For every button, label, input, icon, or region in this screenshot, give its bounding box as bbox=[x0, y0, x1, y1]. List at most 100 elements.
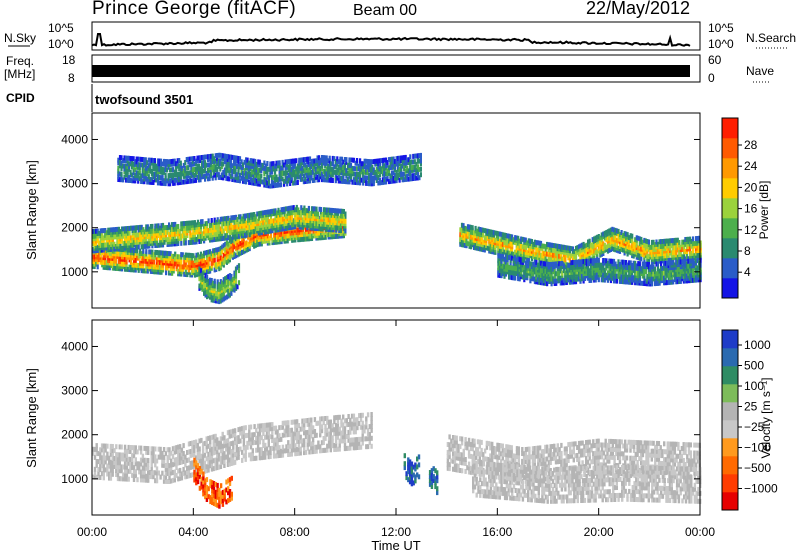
power-cell bbox=[189, 230, 192, 236]
power-cell bbox=[565, 265, 568, 271]
power-cell bbox=[105, 265, 108, 271]
power-cell bbox=[172, 180, 175, 186]
power-cell bbox=[257, 216, 260, 222]
power-cell bbox=[159, 161, 163, 167]
power-cell bbox=[152, 240, 155, 246]
power-cell bbox=[323, 221, 326, 227]
power-cell bbox=[688, 263, 692, 269]
power-cell bbox=[96, 228, 99, 234]
power-cell bbox=[637, 245, 640, 251]
power-cell bbox=[124, 163, 128, 169]
power-cell bbox=[143, 243, 146, 249]
power-cell bbox=[197, 166, 201, 172]
power-cell bbox=[207, 249, 210, 255]
power-cell bbox=[498, 231, 502, 237]
power-cell bbox=[574, 245, 578, 251]
power-cell bbox=[184, 252, 187, 258]
power-cell bbox=[161, 250, 165, 256]
power-cell bbox=[190, 260, 193, 266]
nsky-tick-top: 10^5 bbox=[48, 21, 74, 35]
power-cell bbox=[208, 173, 211, 179]
power-cell bbox=[191, 178, 194, 184]
power-cell bbox=[676, 237, 679, 243]
power-cell bbox=[500, 270, 503, 276]
power-cell bbox=[213, 161, 216, 167]
power-cell bbox=[214, 158, 217, 164]
power-cell bbox=[555, 243, 558, 249]
power-cell bbox=[600, 277, 603, 283]
power-cell bbox=[228, 273, 231, 279]
power-cell bbox=[221, 280, 224, 286]
power-cell bbox=[242, 176, 245, 182]
power-cell bbox=[162, 167, 166, 173]
power-cell bbox=[260, 222, 263, 228]
power-cell bbox=[117, 160, 120, 166]
power-cell bbox=[192, 253, 195, 259]
power-cell bbox=[228, 162, 231, 168]
power-cell bbox=[515, 252, 518, 258]
power-cell bbox=[219, 152, 222, 158]
power-cell bbox=[527, 258, 530, 264]
power-cell bbox=[159, 175, 163, 181]
power-cell bbox=[138, 162, 141, 168]
power-cell bbox=[275, 234, 279, 240]
power-cell bbox=[173, 158, 176, 164]
power-cell bbox=[658, 244, 661, 250]
power-cell bbox=[150, 160, 153, 166]
power-cell bbox=[140, 173, 143, 179]
power-cell bbox=[544, 261, 547, 267]
power-cell bbox=[617, 245, 620, 251]
power-cell bbox=[199, 219, 203, 225]
power-cell bbox=[163, 250, 166, 256]
power-cell bbox=[194, 172, 198, 178]
power-cell bbox=[235, 175, 239, 180]
power-cell bbox=[538, 250, 541, 256]
power-cell bbox=[532, 249, 535, 255]
power-cell bbox=[191, 161, 194, 167]
power-cell bbox=[151, 223, 154, 229]
power-cell bbox=[117, 171, 120, 177]
power-cell bbox=[117, 165, 120, 171]
power-cell bbox=[289, 215, 292, 221]
power-cell bbox=[304, 226, 307, 232]
power-cell bbox=[468, 241, 471, 247]
power-cell bbox=[186, 252, 189, 258]
power-cell bbox=[219, 226, 222, 232]
power-cell bbox=[254, 226, 257, 232]
power-cell bbox=[482, 239, 485, 245]
power-cell bbox=[579, 243, 582, 249]
power-cell bbox=[92, 229, 95, 234]
power-cell bbox=[122, 261, 125, 267]
power-cell bbox=[532, 241, 535, 247]
power-cell bbox=[144, 168, 147, 174]
power-cell bbox=[605, 258, 608, 264]
power-cell bbox=[603, 230, 606, 236]
power-cell bbox=[196, 252, 200, 258]
power-cell bbox=[193, 167, 196, 172]
power-cell bbox=[538, 240, 541, 246]
power-cell bbox=[696, 252, 699, 258]
power-cell bbox=[164, 164, 167, 170]
power-cell bbox=[219, 161, 222, 167]
power-cell bbox=[251, 224, 254, 230]
power-cell bbox=[245, 220, 248, 226]
power-cell bbox=[274, 237, 277, 243]
power-cell bbox=[506, 250, 509, 256]
power-cell bbox=[539, 277, 543, 283]
power-cell bbox=[232, 166, 236, 172]
power-cell bbox=[223, 167, 226, 173]
power-cell bbox=[332, 222, 335, 228]
power-cell bbox=[171, 253, 174, 259]
power-cell bbox=[153, 177, 156, 183]
power-cell bbox=[149, 224, 152, 229]
power-cell bbox=[163, 225, 166, 231]
power-cell bbox=[234, 229, 238, 235]
power-cell bbox=[653, 242, 657, 248]
power-cell bbox=[656, 280, 660, 286]
power-cell bbox=[129, 178, 132, 183]
power-cell bbox=[307, 213, 310, 219]
power-cell bbox=[169, 167, 172, 173]
power-cell bbox=[688, 236, 692, 242]
power-cell bbox=[216, 153, 219, 158]
power-cell bbox=[222, 277, 225, 283]
